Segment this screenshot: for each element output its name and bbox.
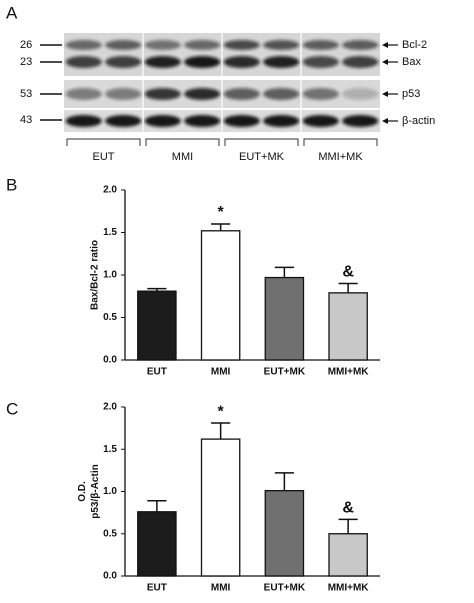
band <box>302 56 339 68</box>
y-tick-label: 0.5 <box>103 528 117 539</box>
band <box>65 115 102 127</box>
group-label: MMI+MK <box>318 151 363 163</box>
band <box>65 56 102 68</box>
x-tick-label: EUT+MK <box>264 583 306 594</box>
band <box>184 56 221 68</box>
x-tick-label: EUT+MK <box>264 367 306 378</box>
band <box>184 40 221 50</box>
bar <box>200 230 241 361</box>
group-label: EUT+MK <box>239 151 285 163</box>
band <box>342 40 379 50</box>
bar <box>264 276 305 361</box>
arrow-head <box>382 91 388 97</box>
band <box>184 115 221 127</box>
band <box>342 115 379 127</box>
band-label: p53 <box>402 88 420 100</box>
panel-label: B <box>6 175 17 194</box>
group-bracket <box>66 138 141 146</box>
y-tick-label: 1.5 <box>103 227 117 238</box>
y-tick-label: 0.0 <box>103 355 117 366</box>
panel-label: A <box>6 3 18 22</box>
arrow-head <box>382 42 388 48</box>
x-tick-label: EUT <box>147 367 167 378</box>
bar <box>137 511 177 577</box>
annotation: & <box>342 264 354 281</box>
band <box>302 88 339 100</box>
bar <box>328 533 368 577</box>
arrow-head <box>382 118 388 124</box>
group-bracket <box>303 138 378 146</box>
y-tick-label: 1.0 <box>103 486 117 497</box>
band-label: Bcl-2 <box>402 39 427 51</box>
band <box>144 115 181 127</box>
band <box>263 88 300 100</box>
band <box>184 88 221 100</box>
arrow-head <box>382 59 388 65</box>
band <box>105 56 142 68</box>
band <box>342 88 379 100</box>
band <box>105 88 142 100</box>
x-tick-label: MMI+MK <box>328 367 370 378</box>
x-tick-label: MMI <box>211 583 231 594</box>
band <box>144 88 181 100</box>
panel-label: C <box>6 399 18 418</box>
band <box>263 115 300 127</box>
band <box>144 56 181 68</box>
bar <box>264 490 305 577</box>
band-label: β-actin <box>402 115 435 127</box>
bar <box>200 438 241 577</box>
blot <box>65 33 379 132</box>
band <box>105 40 142 50</box>
y-tick-label: 1.5 <box>103 444 117 455</box>
band <box>65 88 102 100</box>
band <box>223 115 260 127</box>
x-tick-label: MMI <box>211 367 231 378</box>
y-axis-label: O.D. <box>77 481 88 502</box>
group-bracket <box>224 138 299 146</box>
y-tick-label: 0.5 <box>103 312 117 323</box>
x-tick-label: MMI+MK <box>328 583 370 594</box>
band <box>223 56 260 68</box>
band <box>302 40 339 50</box>
y-tick-label: 2.0 <box>103 402 117 413</box>
y-axis-label: p53/β-Actin <box>90 464 101 518</box>
band <box>223 40 260 50</box>
bar <box>137 290 177 361</box>
annotation: * <box>218 204 225 221</box>
band <box>263 56 300 68</box>
y-tick-label: 1.0 <box>103 270 117 281</box>
x-tick-label: EUT <box>147 583 167 594</box>
group-label: EUT <box>93 151 115 163</box>
y-axis-label: Bax/Bcl-2 ratio <box>90 240 101 310</box>
marker-label: 23 <box>20 56 32 68</box>
annotation: & <box>342 500 354 517</box>
group-label: MMI <box>172 151 193 163</box>
band <box>65 40 102 50</box>
marker-label: 43 <box>20 114 32 126</box>
group-bracket <box>145 138 220 146</box>
band <box>342 56 379 68</box>
y-tick-label: 0.0 <box>103 571 117 582</box>
annotation: * <box>218 403 225 420</box>
bar <box>328 292 368 361</box>
band <box>223 88 260 100</box>
band <box>144 40 181 50</box>
marker-label: 53 <box>20 88 32 100</box>
marker-label: 26 <box>20 39 32 51</box>
band <box>263 40 300 50</box>
band <box>302 115 339 127</box>
band-label: Bax <box>402 56 421 68</box>
band <box>105 115 142 127</box>
y-tick-label: 2.0 <box>103 185 117 196</box>
